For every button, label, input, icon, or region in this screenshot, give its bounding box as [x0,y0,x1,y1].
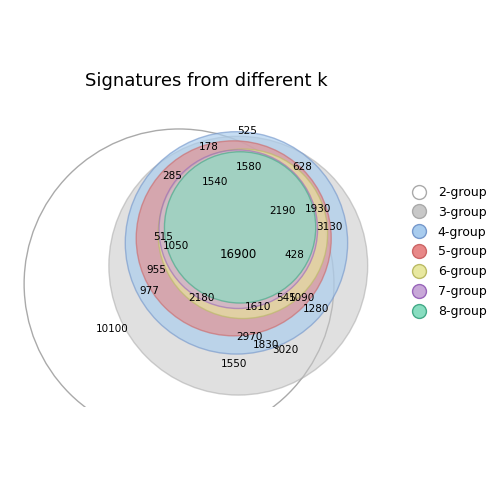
Text: 545: 545 [276,292,296,302]
Text: 1540: 1540 [202,177,229,187]
Legend: 2-group, 3-group, 4-group, 5-group, 6-group, 7-group, 8-group: 2-group, 3-group, 4-group, 5-group, 6-gr… [404,183,489,321]
Circle shape [125,132,348,354]
Text: 1550: 1550 [221,359,247,369]
Text: 3020: 3020 [273,345,299,354]
Text: 515: 515 [154,231,173,241]
Circle shape [158,149,328,319]
Text: 428: 428 [285,250,305,260]
Text: 2180: 2180 [188,292,215,302]
Text: 1580: 1580 [236,162,263,172]
Text: 525: 525 [237,126,258,136]
Text: 3130: 3130 [316,222,343,232]
Circle shape [109,136,368,395]
Text: 1050: 1050 [163,240,190,250]
Text: 2970: 2970 [236,332,263,342]
Text: 16900: 16900 [220,248,257,261]
Text: 2190: 2190 [269,206,295,216]
Text: 977: 977 [139,286,159,296]
Title: Signatures from different k: Signatures from different k [85,72,328,90]
Text: 628: 628 [292,162,312,172]
Text: 1090: 1090 [289,293,315,303]
Text: 1610: 1610 [245,302,272,311]
Text: 178: 178 [199,142,219,152]
Circle shape [164,152,316,303]
Circle shape [159,150,318,308]
Text: 1280: 1280 [302,304,329,314]
Text: 1930: 1930 [305,204,332,214]
Text: 10100: 10100 [96,325,129,335]
Text: 1830: 1830 [253,340,279,350]
Circle shape [136,141,331,336]
Text: 285: 285 [163,171,182,181]
Text: 955: 955 [146,265,166,275]
